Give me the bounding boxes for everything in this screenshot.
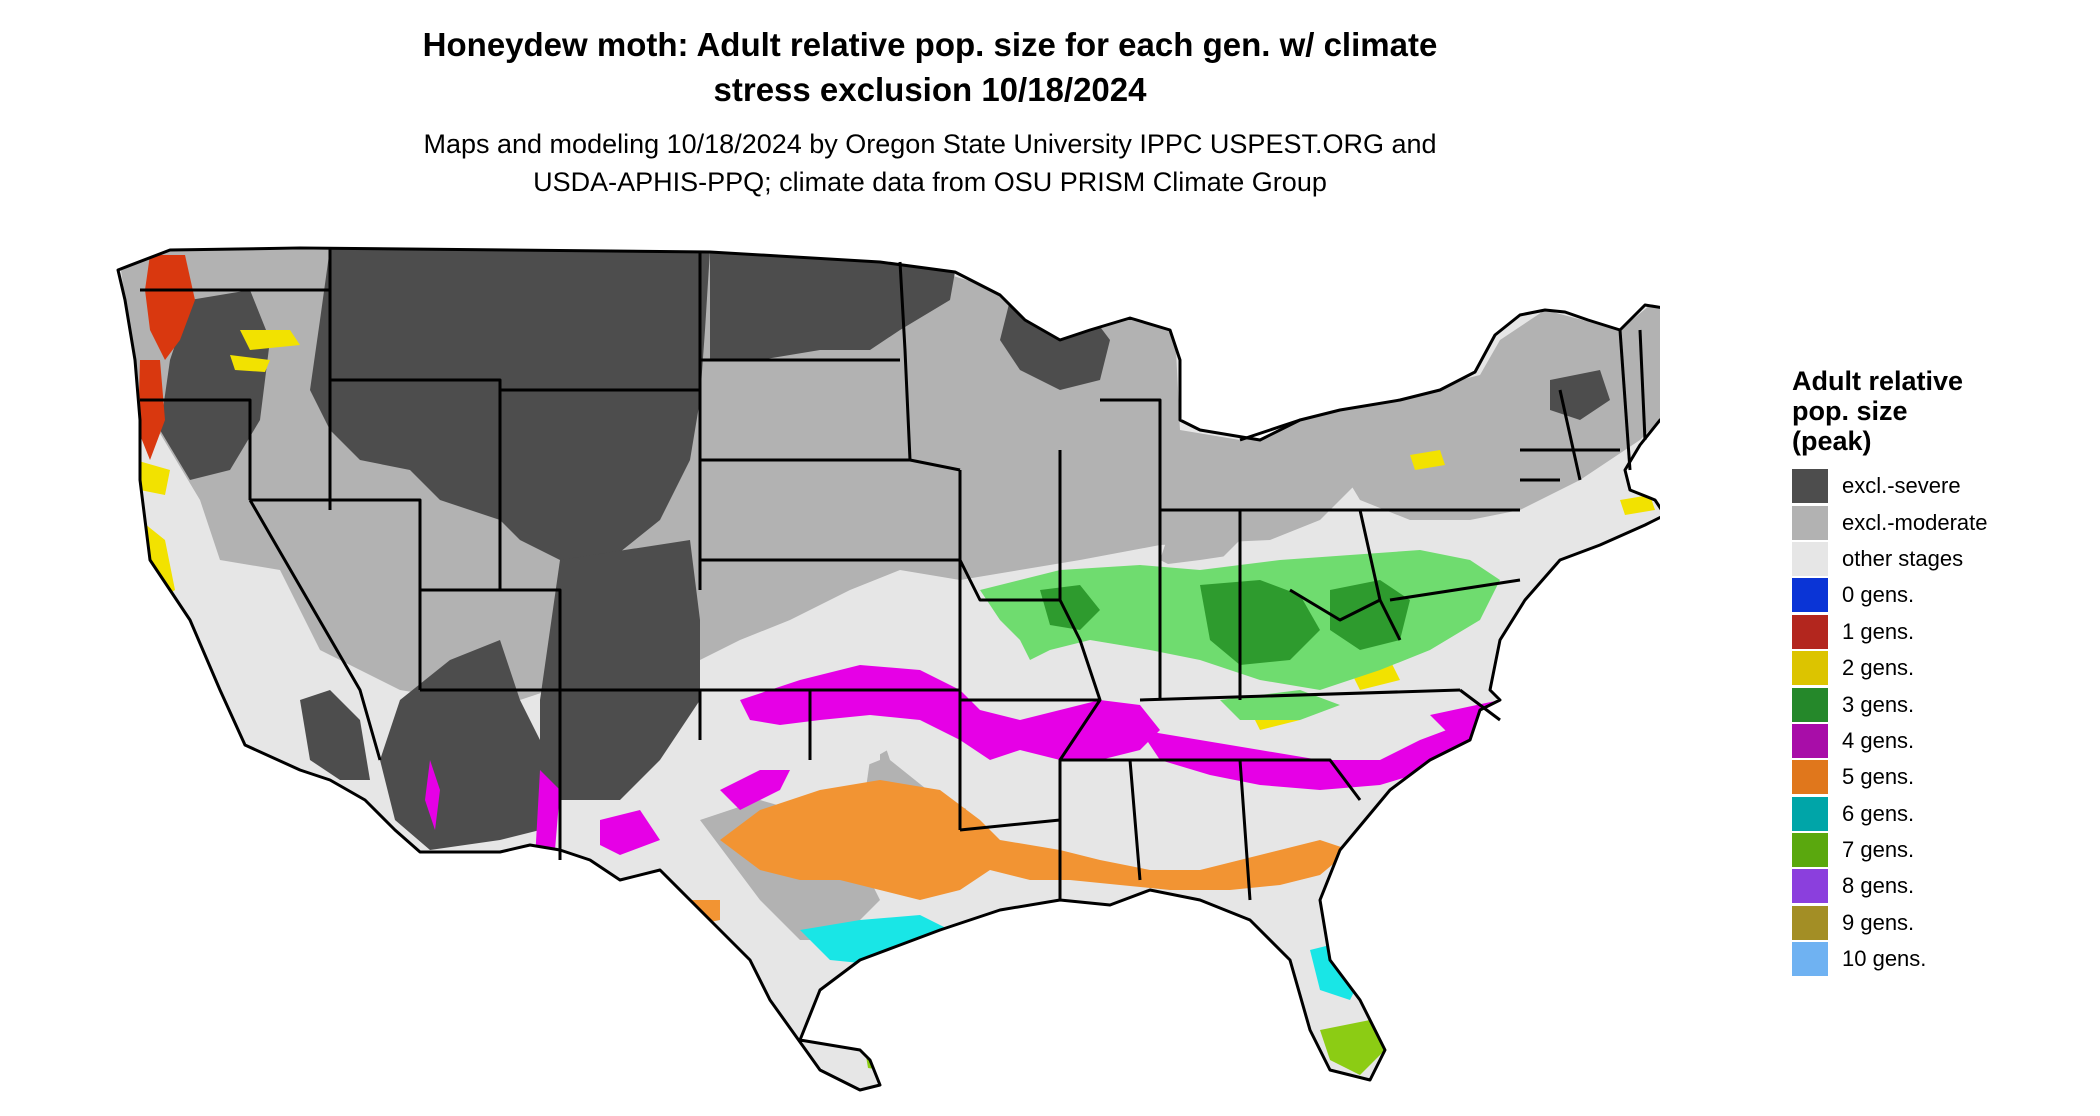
legend-label-1-gens: 1 gens.	[1842, 618, 1915, 644]
legend-item-10-gens: 10 gens.	[1792, 941, 2082, 977]
legend-item-excl-severe: excl.-severe	[1792, 468, 2082, 504]
legend-item-2-gens: 2 gens.	[1792, 650, 2082, 686]
map-legend: Adult relative pop. size (peak) excl.-se…	[1792, 366, 2082, 977]
legend-label-6-gens: 6 gens.	[1842, 800, 1915, 826]
legend-item-0-gens: 0 gens.	[1792, 577, 2082, 613]
legend-title-line-3: (peak)	[1792, 426, 1872, 456]
legend-label-excl-severe: excl.-severe	[1842, 473, 1961, 499]
legend-item-1-gens: 1 gens.	[1792, 614, 2082, 650]
legend-label-8-gens: 8 gens.	[1842, 873, 1915, 899]
legend-swatch-7-gens	[1792, 833, 1828, 868]
map-title-line-1: Honeydew moth: Adult relative pop. size …	[422, 26, 1438, 63]
map-fills	[118, 248, 1660, 1090]
legend-label-2-gens: 2 gens.	[1842, 655, 1915, 681]
legend-swatch-excl-severe	[1792, 469, 1828, 504]
legend-swatch-9-gens	[1792, 905, 1828, 940]
legend-swatch-2-gens	[1792, 651, 1828, 686]
legend-swatch-1-gens	[1792, 614, 1828, 649]
legend-item-3-gens: 3 gens.	[1792, 686, 2082, 722]
legend-label-4-gens: 4 gens.	[1842, 727, 1915, 753]
us-map	[116, 246, 1660, 1092]
legend-label-10-gens: 10 gens.	[1842, 946, 1927, 972]
legend-item-7-gens: 7 gens.	[1792, 832, 2082, 868]
legend-swatch-3-gens	[1792, 687, 1828, 722]
region-1-gens	[138, 255, 195, 460]
map-subtitle-line-2: USDA-APHIS-PPQ; climate data from OSU PR…	[533, 167, 1327, 197]
legend-title: Adult relative pop. size (peak)	[1792, 366, 2082, 456]
legend-swatch-4-gens	[1792, 723, 1828, 758]
legend-swatch-0-gens	[1792, 578, 1828, 613]
legend-label-excl-moderate: excl.-moderate	[1842, 509, 1988, 535]
state-borders	[116, 246, 1660, 1092]
legend-swatch-excl-moderate	[1792, 505, 1828, 540]
legend-swatch-10-gens	[1792, 942, 1828, 977]
legend-label-3-gens: 3 gens.	[1842, 691, 1915, 717]
map-title-line-2: stress exclusion 10/18/2024	[713, 71, 1147, 108]
legend-title-line-1: Adult relative	[1792, 366, 1964, 396]
legend-item-5-gens: 5 gens.	[1792, 759, 2082, 795]
legend-swatch-6-gens	[1792, 796, 1828, 831]
map-subtitle-line-1: Maps and modeling 10/18/2024 by Oregon S…	[423, 129, 1437, 159]
legend-label-other-stages: other stages	[1842, 545, 1964, 571]
legend-item-other-stages: other stages	[1792, 541, 2082, 577]
legend-item-6-gens: 6 gens.	[1792, 796, 2082, 832]
legend-label-0-gens: 0 gens.	[1842, 582, 1915, 608]
legend-item-9-gens: 9 gens.	[1792, 905, 2082, 941]
map-title: Honeydew moth: Adult relative pop. size …	[330, 22, 1530, 112]
legend-label-9-gens: 9 gens.	[1842, 909, 1915, 935]
region-excl-severe	[160, 248, 1610, 850]
region-7-gens	[865, 1020, 1385, 1075]
legend-title-line-2: pop. size	[1792, 396, 1908, 426]
legend-item-8-gens: 8 gens.	[1792, 868, 2082, 904]
legend-swatch-8-gens	[1792, 869, 1828, 904]
legend-swatch-5-gens	[1792, 760, 1828, 795]
legend-label-5-gens: 5 gens.	[1842, 764, 1915, 790]
map-subtitle: Maps and modeling 10/18/2024 by Oregon S…	[330, 125, 1530, 201]
legend-item-4-gens: 4 gens.	[1792, 723, 2082, 759]
legend-item-excl-moderate: excl.-moderate	[1792, 504, 2082, 540]
legend-label-7-gens: 7 gens.	[1842, 837, 1915, 863]
legend-swatch-other-stages	[1792, 541, 1828, 576]
